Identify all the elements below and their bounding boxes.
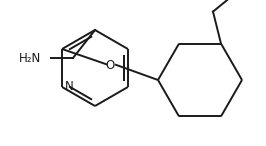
Text: H₂N: H₂N	[19, 53, 41, 66]
Text: N: N	[65, 80, 74, 93]
Text: O: O	[105, 59, 115, 72]
